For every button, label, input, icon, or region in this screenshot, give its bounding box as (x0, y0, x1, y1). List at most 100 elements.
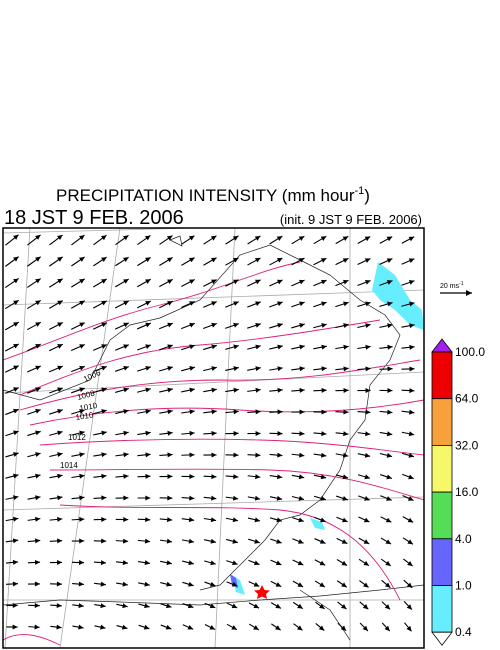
wind-arrow-head (342, 258, 349, 263)
wind-arrow-head (407, 496, 414, 501)
legend-label-exponent: -1 (459, 281, 464, 287)
wind-arrow-head (79, 278, 85, 284)
wind-arrow-head (123, 387, 129, 393)
wind-arrow-head (209, 625, 216, 630)
wind-arrow-head (342, 517, 348, 523)
wind-arrow-head (101, 387, 107, 393)
wind-arrow-head (56, 581, 62, 587)
wind-field (4, 234, 415, 632)
wind-arrow-head (35, 452, 41, 457)
wind-arrow-head (167, 279, 173, 284)
wind-arrow-head (189, 366, 195, 371)
wind-arrow-head (79, 473, 85, 479)
wind-arrow-head (211, 495, 217, 501)
wind-arrow-head (166, 560, 172, 566)
wind-arrow-head (299, 344, 305, 350)
wind-arrow-head (255, 366, 261, 372)
wind-arrow-head (343, 387, 349, 393)
wind-arrow-head (232, 235, 239, 241)
wind-arrow-head (13, 473, 19, 479)
wind-arrow-head (342, 236, 349, 242)
wind-arrow-head (233, 344, 239, 350)
wind-arrow-head (211, 366, 217, 371)
colorbar: 100.0 64.0 32.0 16.0 4.0 1.0 0.4 (431, 338, 485, 646)
wind-arrow-head (406, 604, 412, 610)
wind-arrow-head (255, 474, 261, 480)
wind-arrow-head (363, 582, 369, 588)
wind-arrow-head (101, 538, 107, 544)
wind-arrow-head (210, 538, 216, 544)
wind-arrow-head (298, 495, 305, 501)
wind-arrow-head (35, 300, 41, 306)
wind-arrow-head (78, 581, 84, 587)
wind-arrow-head (386, 236, 393, 242)
wind-arrow-head (145, 344, 151, 350)
wind-arrow-head (188, 235, 195, 241)
wind-arrow-head (79, 365, 85, 371)
wind-arrow-head (211, 409, 217, 415)
wind-arrow-head (145, 387, 151, 393)
wind-arrow-head (100, 581, 106, 587)
wind-arrow-head (211, 387, 217, 393)
wind-arrow-head (145, 473, 151, 479)
wind-arrow-head (34, 624, 40, 630)
wind-arrow-head (123, 473, 129, 479)
wind-arrow-head (145, 257, 151, 263)
wind-arrow-head (13, 234, 19, 240)
wind-arrow-head (79, 430, 85, 436)
wind-arrow-head (343, 366, 349, 372)
wind-arrow-head (296, 625, 303, 631)
isobar-label: 1014 (60, 461, 78, 470)
wind-arrow-head (188, 581, 194, 587)
wind-arrow-head (363, 560, 369, 566)
wind-arrow-head (57, 322, 63, 327)
wind-arrow-head (101, 473, 107, 479)
wind-arrow-head (101, 495, 107, 501)
wind-arrow-head (341, 582, 347, 588)
wind-arrow-head (232, 495, 239, 501)
wind-arrow-head (79, 300, 85, 306)
wind-arrow-head (188, 517, 195, 523)
wind-arrow-head (342, 279, 349, 285)
wind-arrow-head (277, 323, 283, 328)
wind-arrow-head (277, 279, 283, 285)
wind-arrow-head (100, 603, 106, 609)
wind-arrow-head (340, 603, 347, 610)
wind-arrow-head (188, 560, 194, 566)
wind-arrow-head (255, 387, 261, 393)
wind-arrow-head (406, 582, 413, 588)
wind-arrow-head (13, 365, 19, 371)
wind-arrow-head (144, 581, 150, 587)
wind-arrow-head (277, 409, 283, 415)
wind-arrow-head (57, 408, 63, 414)
wind-arrow-head (167, 517, 173, 523)
precip-area (232, 262, 424, 595)
legend-label: 20 ms-1 (440, 281, 464, 290)
wind-arrow-head (275, 625, 281, 631)
wind-arrow-head (57, 473, 63, 479)
wind-arrow-head (57, 256, 63, 262)
wind-arrow-head (35, 234, 41, 240)
wind-arrow-head (321, 279, 327, 285)
wind-arrow-head (233, 430, 239, 436)
colorbar-under (431, 631, 453, 646)
wind-arrow-head (123, 344, 129, 349)
wind-arrow-head (78, 624, 84, 630)
wind-arrow-head (189, 409, 195, 415)
wind-arrow-head (254, 257, 261, 263)
wind-arrow-head (253, 625, 259, 630)
colorbar-label: 16.0 (455, 485, 479, 499)
title-text: PRECIPITATION INTENSITY (mm hour (56, 186, 355, 205)
wind-arrow-head (255, 452, 261, 458)
wind-arrow-head (343, 431, 349, 437)
wind-arrow-head (166, 235, 173, 241)
title: PRECIPITATION INTENSITY (mm hour-1) (56, 185, 370, 205)
wind-arrow-head (78, 560, 85, 566)
wind-arrow-head (277, 344, 283, 350)
wind-arrow-head (321, 344, 327, 350)
wind-arrow-head (210, 560, 216, 566)
graticule (3, 228, 424, 648)
wind-arrow-head (35, 408, 41, 414)
wind-arrow-head (122, 581, 128, 587)
wind-arrow-head (319, 582, 325, 588)
